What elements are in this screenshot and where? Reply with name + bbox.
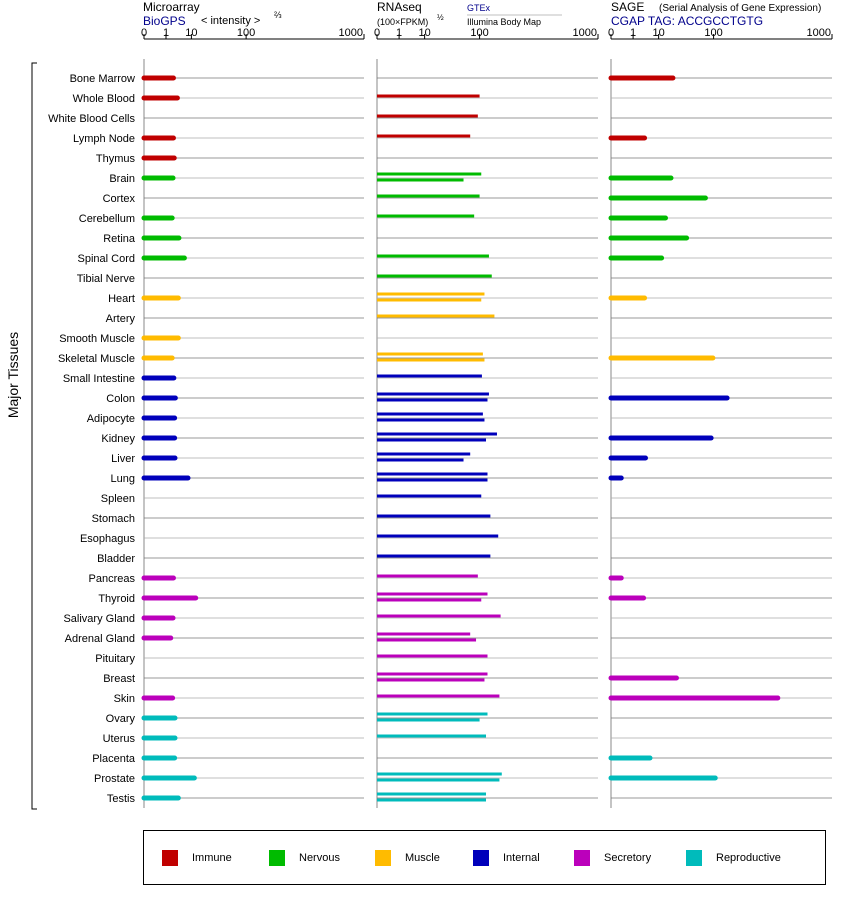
category-label: Brain	[109, 173, 135, 185]
category-label: Small Intestine	[63, 373, 135, 385]
category-label: Adipocyte	[87, 413, 135, 425]
microarray-source: BioGPS	[143, 14, 186, 28]
category-label: Ovary	[106, 713, 136, 725]
rnaseq-tick-label-0: 0	[374, 27, 380, 39]
rnaseq-title: RNAseq	[377, 0, 422, 14]
category-label: Pituitary	[95, 653, 135, 665]
legend: Immune Nervous Muscle Internal Secretory…	[143, 830, 826, 885]
legend-label-internal: Internal	[503, 852, 540, 864]
legend-label-muscle: Muscle	[405, 852, 440, 864]
category-label: Cortex	[103, 193, 136, 205]
legend-swatch-reproductive	[686, 850, 702, 866]
category-label: Placenta	[92, 753, 136, 765]
category-label: Testis	[107, 793, 136, 805]
sage-tick-label-10: 10	[652, 27, 664, 39]
legend-swatch-internal	[473, 850, 489, 866]
microarray-tick-label-1000: 1000	[339, 27, 363, 39]
rnaseq-tick-label-100: 100	[470, 27, 488, 39]
category-label: Heart	[108, 293, 135, 305]
category-label: Kidney	[101, 433, 135, 445]
sage-subtitle: (Serial Analysis of Gene Expression)	[659, 3, 821, 14]
rnaseq-tick-label-10: 10	[418, 27, 430, 39]
rnaseq-measure-exponent: ½	[437, 13, 444, 22]
category-label: Retina	[103, 233, 136, 245]
sage-tick-label-1: 1	[630, 27, 636, 39]
category-label: Spleen	[101, 493, 135, 505]
category-label: Lymph Node	[73, 133, 135, 145]
rnaseq-tick-label-1000: 1000	[573, 27, 597, 39]
legend-label-reproductive: Reproductive	[716, 852, 781, 864]
category-label: Esophagus	[80, 533, 136, 545]
category-label: Thyroid	[98, 593, 135, 605]
sage-tick-label-100: 100	[704, 27, 722, 39]
legend-item-muscle: Muscle	[375, 849, 440, 867]
legend-swatch-muscle	[375, 850, 391, 866]
category-label: Stomach	[92, 513, 135, 525]
category-label: Tibial Nerve	[77, 273, 135, 285]
side-label: Major Tissues	[5, 332, 21, 418]
rnaseq-tick-label-1: 1	[396, 27, 402, 39]
sage-tick-label-1000: 1000	[807, 27, 831, 39]
category-label: Cerebellum	[79, 213, 135, 225]
sage-source: CGAP TAG: ACCGCCTGTG	[611, 14, 763, 28]
legend-swatch-nervous	[269, 850, 285, 866]
category-label: Artery	[106, 313, 136, 325]
microarray-measure: < intensity >	[201, 15, 260, 27]
sage-title: SAGE	[611, 0, 644, 14]
category-label: Pancreas	[89, 573, 136, 585]
legend-item-secretory: Secretory	[574, 849, 651, 867]
legend-item-nervous: Nervous	[269, 849, 340, 867]
legend-label-secretory: Secretory	[604, 852, 652, 864]
chart-layer: 0 1 10 100 1000 0 1 10 100 1000 0 1 10 100 1000 Bone Ma…	[48, 27, 833, 808]
category-label: Prostate	[94, 773, 135, 785]
category-label: Bladder	[97, 553, 135, 565]
microarray-title: Microarray	[143, 0, 200, 14]
legend-label-immune: Immune	[192, 852, 232, 864]
microarray-tick-label-1: 1	[163, 27, 169, 39]
category-label: Skeletal Muscle	[58, 353, 135, 365]
category-label: Colon	[106, 393, 135, 405]
category-label: Breast	[103, 673, 135, 685]
category-label: Adrenal Gland	[65, 633, 135, 645]
legend-item-internal: Internal	[473, 849, 540, 867]
microarray-tick-label-10: 10	[185, 27, 197, 39]
side-bracket	[31, 62, 37, 810]
microarray-tick-label-0: 0	[141, 27, 147, 39]
microarray-tick-label-100: 100	[237, 27, 255, 39]
legend-swatch-immune	[162, 850, 178, 866]
legend-label-nervous: Nervous	[299, 852, 340, 864]
legend-swatch-secretory	[574, 850, 590, 866]
microarray-measure-exponent: ⅔	[274, 10, 282, 20]
category-label: Smooth Muscle	[59, 333, 135, 345]
legend-item-reproductive: Reproductive	[686, 849, 781, 867]
category-label: Whole Blood	[73, 93, 135, 105]
sage-tick-label-0: 0	[608, 27, 614, 39]
category-label: Spinal Cord	[78, 253, 135, 265]
rnaseq-source-gtex: GTEx	[467, 3, 491, 13]
category-label: Lung	[111, 473, 135, 485]
rnaseq-source-illumina: Illumina Body Map	[467, 17, 541, 27]
category-label: Skin	[114, 693, 135, 705]
category-label: Thymus	[96, 153, 136, 165]
category-label: Liver	[111, 453, 135, 465]
rnaseq-measure: (100×FPKM)	[377, 17, 428, 27]
category-label: White Blood Cells	[48, 113, 135, 125]
category-label: Salivary Gland	[63, 613, 135, 625]
legend-item-immune: Immune	[162, 849, 232, 867]
category-label: Uterus	[103, 733, 136, 745]
category-label: Bone Marrow	[70, 73, 135, 85]
